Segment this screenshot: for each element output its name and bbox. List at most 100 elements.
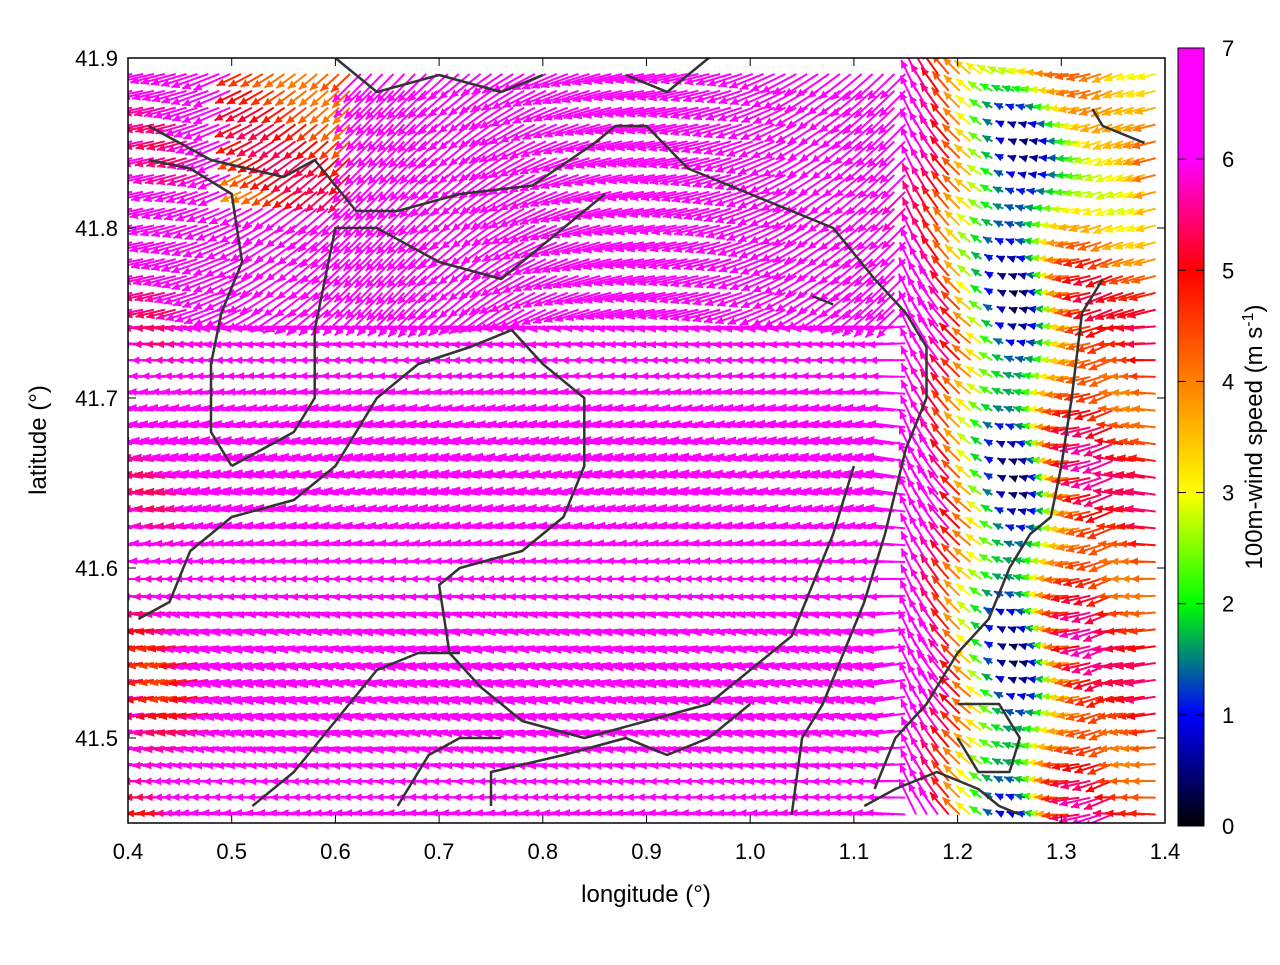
wind-arrow-head [364, 557, 372, 565]
wind-arrow-head [822, 778, 830, 786]
wind-arrow-head [422, 557, 430, 565]
wind-arrow-head [443, 593, 451, 601]
wind-arrow-head [133, 777, 141, 785]
wind-arrow-head [854, 793, 862, 801]
wind-arrow-head [310, 575, 318, 583]
wind-arrow-head [364, 762, 372, 770]
wind-arrow-head [376, 557, 384, 565]
wind-arrow-head [486, 809, 494, 817]
wind-arrow-head [466, 575, 474, 583]
wind-arrow-head [463, 809, 471, 817]
wind-arrow-head [767, 778, 775, 786]
wind-arrow-head [822, 575, 830, 583]
wind-arrow-head [866, 793, 874, 801]
wind-arrow-head [443, 778, 451, 786]
wind-arrow-head [571, 762, 579, 770]
wind-arrow-head [1039, 541, 1047, 549]
wind-arrow-head [716, 793, 724, 801]
wind-arrow-head [128, 388, 136, 396]
wind-arrow-head [277, 372, 285, 380]
wind-arrow-head [756, 575, 764, 583]
wind-arrow-head [552, 809, 560, 817]
wind-arrow-head [279, 762, 287, 770]
wind-arrow-head [615, 778, 623, 786]
wind-arrow-head [122, 777, 130, 785]
wind-arrow-head [269, 762, 277, 770]
wind-arrow-head [248, 762, 256, 770]
wind-arrow-head [216, 575, 224, 583]
wind-arrow-head [518, 778, 526, 786]
wind-arrow-head [1121, 777, 1129, 785]
wind-arrow-head [521, 809, 529, 817]
wind-arrow-head [430, 809, 438, 817]
wind-arrow-head [604, 762, 612, 770]
wind-arrow-head [109, 505, 118, 513]
wind-arrow-head [1131, 389, 1139, 397]
wind-arrow-head [746, 762, 754, 770]
wind-arrow-head [833, 778, 841, 786]
wind-arrow-head [343, 575, 351, 583]
wind-arrow-head [102, 662, 111, 670]
wind-arrow-head [508, 778, 516, 786]
wind-arrow-head [735, 593, 743, 601]
wind-arrow-head [98, 487, 107, 495]
wind-arrow-head [1047, 542, 1055, 550]
wind-arrow-head [105, 372, 113, 380]
wind-arrow-head [163, 793, 171, 801]
wind-arrow-head [1007, 508, 1016, 515]
wind-arrow-head [475, 809, 483, 817]
wind-arrow-head [582, 778, 590, 786]
wind-arrow-head [1099, 558, 1107, 566]
wind-arrow-head [310, 593, 318, 601]
wind-arrow-head [1007, 441, 1016, 448]
wind-arrow-head [683, 575, 691, 583]
wind-arrow-head [811, 809, 819, 817]
wind-arrow-head [704, 575, 712, 583]
wind-arrow-head [1128, 540, 1136, 548]
wind-arrow-head [768, 793, 776, 801]
wind-arrow-head [206, 557, 214, 565]
wind-arrow-head [94, 522, 102, 530]
wind-arrow-head [455, 762, 463, 770]
wind-arrow-head [662, 575, 670, 583]
wind-arrow-head [201, 809, 209, 817]
wind-arrow-head [996, 609, 1005, 616]
wind-arrow-head [143, 762, 151, 770]
wind-arrow-head [353, 372, 361, 380]
wind-arrow-head [684, 762, 692, 770]
wind-arrow-head [833, 762, 841, 770]
wind-arrow-head [1036, 575, 1044, 583]
wind-arrow-head [705, 778, 713, 786]
wind-arrow-head [966, 686, 975, 694]
wind-arrow-head [713, 557, 721, 565]
wind-arrow-head [662, 388, 670, 396]
wind-arrow-head [109, 762, 117, 770]
wind-arrow-head [321, 778, 329, 786]
wind-arrow-head [123, 454, 132, 462]
wind-arrow-head [824, 557, 832, 565]
wind-arrow-head [1008, 626, 1017, 633]
wind-arrow-head [735, 762, 743, 770]
wind-arrow-head [173, 762, 181, 770]
wind-arrow-head [354, 593, 362, 601]
wind-arrow-head [343, 778, 351, 786]
wind-arrow-head [106, 539, 114, 547]
wind-arrow-head [789, 557, 797, 565]
wind-arrow-head [113, 793, 121, 801]
wind-arrow-head [343, 793, 351, 801]
wind-arrow-head [550, 762, 558, 770]
wind-arrow-head [216, 762, 224, 770]
wind-arrow-head [234, 809, 242, 817]
wind-arrow-head [135, 793, 143, 801]
wind-arrow-head [560, 575, 568, 583]
wind-arrow-head [767, 762, 775, 770]
wind-arrow-head [441, 793, 449, 801]
wind-arrow-head [660, 778, 668, 786]
wind-arrow-head [628, 575, 636, 583]
wind-arrow-head [1036, 743, 1044, 751]
wind-arrow-head [1027, 676, 1036, 684]
wind-arrow-head [684, 778, 692, 786]
wind-arrow-head [454, 778, 462, 786]
wind-arrow-head [834, 575, 842, 583]
wind-arrow-head [299, 372, 307, 380]
